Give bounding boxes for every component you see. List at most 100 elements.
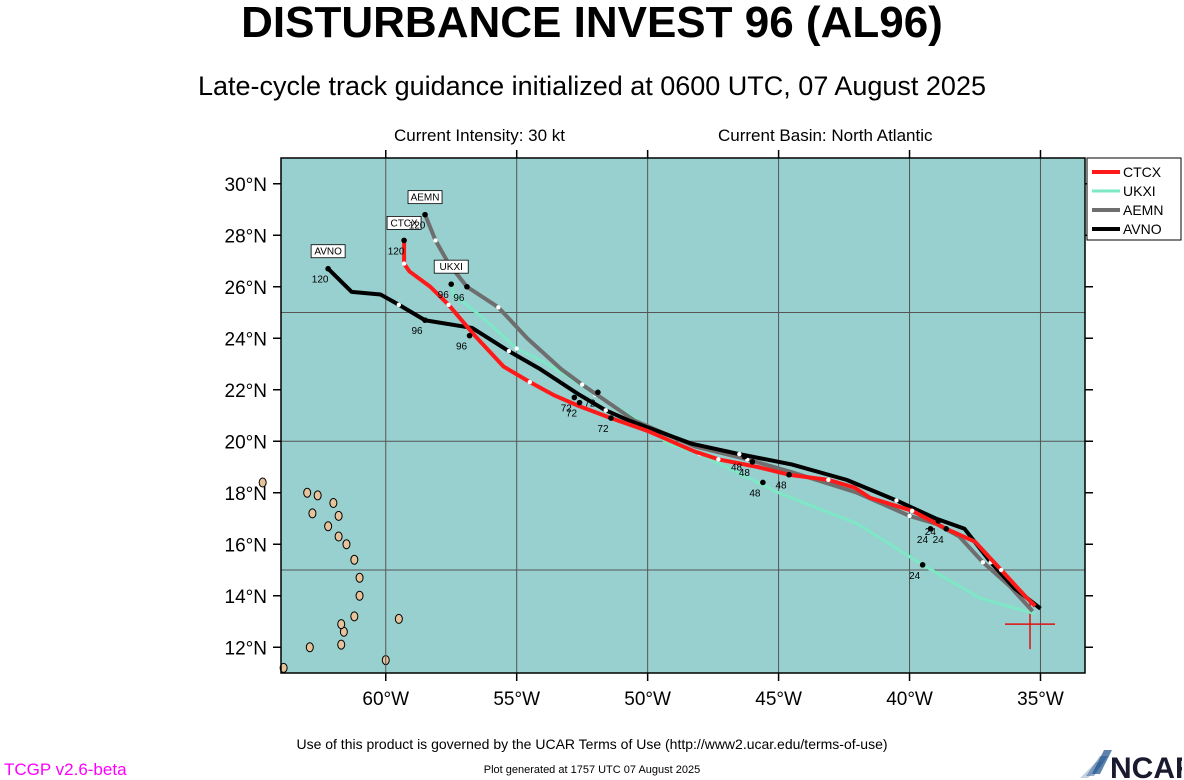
- track-point: [579, 382, 585, 387]
- island: [355, 590, 364, 601]
- island: [329, 498, 338, 509]
- track-ukxi: [449, 283, 1036, 616]
- y-tick-label: 12°N: [225, 638, 267, 659]
- y-tick-label: 22°N: [225, 381, 267, 402]
- forecast-hour-dot: [325, 265, 331, 272]
- y-tick-label: 18°N: [225, 484, 267, 505]
- track-end-label: AVNO: [314, 247, 342, 258]
- forecast-hour-dot: [749, 459, 756, 465]
- island: [324, 521, 333, 532]
- x-tick-label: 60°W: [362, 689, 409, 710]
- forecast-hour-dot: [595, 389, 601, 396]
- forecast-hour-dot: [919, 562, 926, 568]
- y-tick-label: 20°N: [225, 432, 267, 453]
- track-point: [401, 261, 407, 266]
- legend: CTCX UKXI AEMN AVNO: [1086, 157, 1182, 241]
- y-tick-label: 30°N: [225, 175, 267, 196]
- forecast-hour-dot: [464, 283, 470, 290]
- forecast-hour-label: 120: [312, 275, 329, 286]
- island: [350, 554, 359, 565]
- ncar-logo-text: NCAR: [1110, 752, 1182, 780]
- forecast-hour-label: 48: [749, 488, 761, 499]
- track-point: [716, 457, 721, 462]
- y-tick-label: 26°N: [225, 278, 267, 299]
- forecast-hour-label: 72: [597, 424, 609, 435]
- forecast-hour-label: 120: [409, 221, 426, 232]
- island: [334, 510, 343, 521]
- track-point: [433, 238, 438, 243]
- x-tick-label: 35°W: [1017, 689, 1064, 710]
- track-end-label-box: [310, 244, 346, 259]
- island: [258, 477, 267, 488]
- island: [308, 508, 317, 519]
- track-point: [907, 513, 912, 519]
- legend-label: AVNO: [1123, 221, 1162, 237]
- forecast-hour-label: 72: [566, 409, 578, 420]
- track-point: [527, 379, 532, 385]
- track-point: [396, 302, 402, 307]
- x-tick-label: 45°W: [755, 689, 802, 710]
- island: [394, 613, 403, 624]
- track-end-label: CTCX: [390, 218, 418, 229]
- legend-label: CTCX: [1123, 164, 1162, 180]
- x-tick-label: 40°W: [886, 689, 933, 710]
- forecast-hour-label: 120: [388, 246, 405, 257]
- forecast-hour-label: 48: [776, 481, 788, 492]
- track-point: [980, 560, 986, 565]
- forecast-hour-dot: [935, 518, 942, 524]
- forecast-hour-label: 72: [561, 403, 573, 414]
- legend-label: UKXI: [1123, 183, 1156, 199]
- track-point: [446, 302, 451, 307]
- current-basin: Current Basin: North Atlantic: [718, 126, 933, 145]
- terms-of-use: Use of this product is governed by the U…: [296, 736, 888, 752]
- legend-label: AEMN: [1123, 202, 1163, 218]
- forecast-hour-label: 96: [456, 342, 468, 353]
- island: [337, 639, 346, 650]
- track-point: [894, 498, 899, 503]
- track-point: [909, 508, 915, 513]
- island: [334, 531, 343, 542]
- chart-subtitle: Late-cycle track guidance initialized at…: [198, 71, 986, 101]
- forecast-hour-dot: [466, 332, 473, 339]
- forecast-hour-dot: [576, 399, 583, 406]
- forecast-hour-label: 24: [925, 527, 937, 538]
- forecast-hour-dot: [927, 526, 934, 532]
- forecast-hour-dot: [448, 281, 455, 287]
- forecast-hour-label: 48: [731, 463, 743, 474]
- current-intensity: Current Intensity: 30 kt: [394, 126, 566, 145]
- chart-title: DISTURBANCE INVEST 96 (AL96): [241, 0, 943, 47]
- forecast-hour-dot: [786, 471, 792, 478]
- forecast-hour-label: 72: [584, 398, 596, 409]
- track-point: [737, 451, 742, 457]
- y-tick-label: 28°N: [225, 226, 267, 247]
- ocean-background: [281, 158, 1085, 673]
- forecast-hour-dot: [760, 479, 766, 486]
- island: [313, 490, 322, 501]
- forecast-hour-dot: [571, 394, 578, 401]
- track-end-label: AEMN: [411, 193, 440, 204]
- island: [350, 611, 359, 622]
- track-point: [826, 477, 831, 483]
- y-tick-label: 16°N: [225, 535, 267, 556]
- forecast-hour-dot: [422, 211, 428, 218]
- forecast-hour-label: 96: [411, 326, 423, 337]
- x-tick-label: 55°W: [493, 689, 540, 710]
- version-label: TCGP v2.6-beta: [4, 760, 127, 779]
- forecast-hour-label: 96: [438, 290, 450, 301]
- x-tick-label: 50°W: [624, 689, 671, 710]
- forecast-hour-dot: [943, 526, 949, 532]
- track-end-label-box: [407, 190, 443, 205]
- track-point: [998, 567, 1004, 573]
- forecast-hour-label: 48: [739, 468, 751, 479]
- track-point: [603, 408, 608, 413]
- forecast-hour-dot: [608, 415, 614, 421]
- island: [355, 572, 364, 583]
- island: [342, 539, 351, 550]
- island: [305, 642, 314, 653]
- plot-frame: [280, 157, 1086, 674]
- island: [303, 487, 312, 498]
- y-tick-label: 24°N: [225, 329, 267, 350]
- ncar-logo: NCAR: [1080, 750, 1182, 780]
- track-end-label: UKXI: [440, 262, 463, 273]
